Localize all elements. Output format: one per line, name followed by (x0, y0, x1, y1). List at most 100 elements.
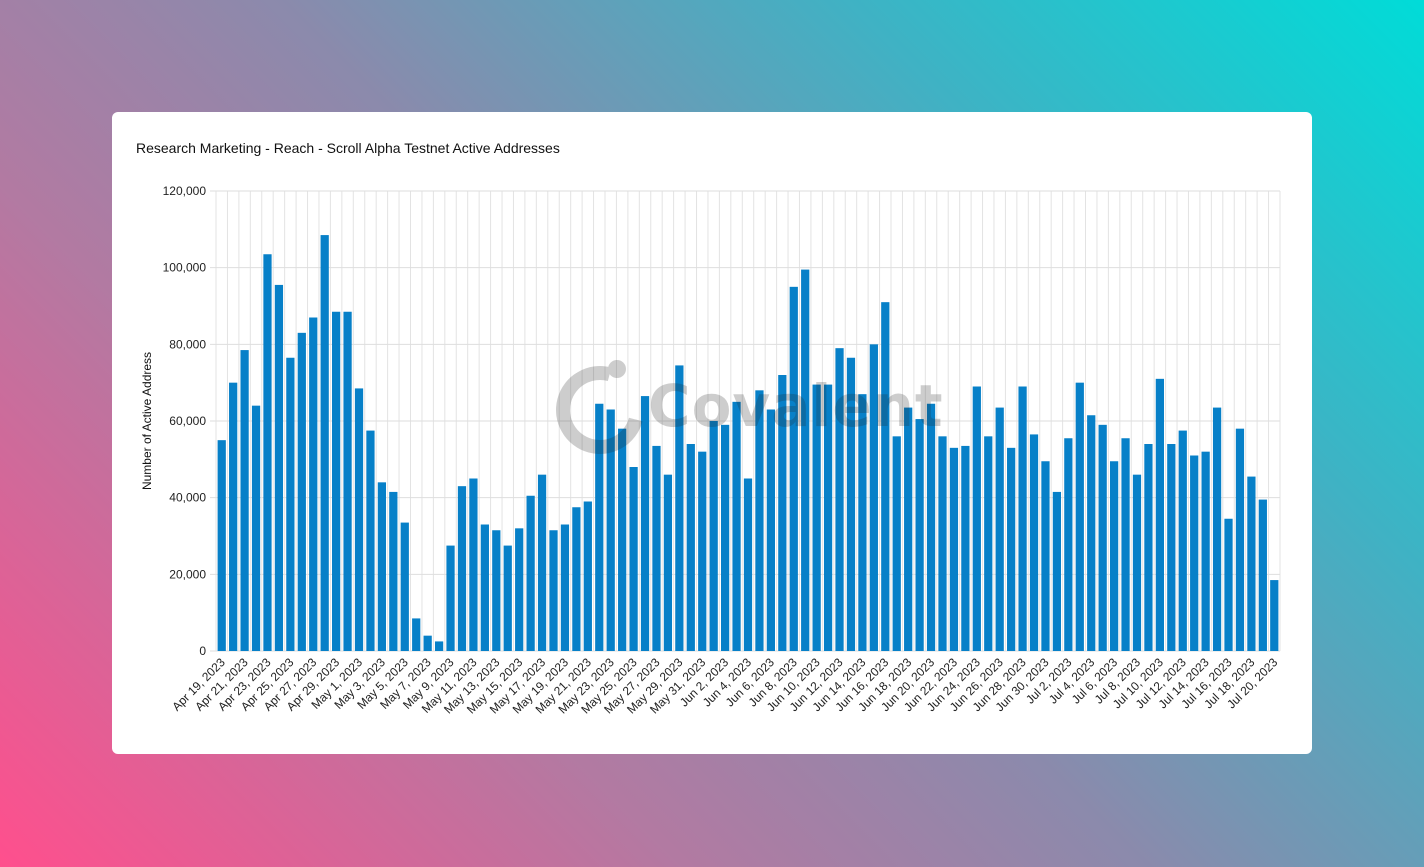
y-tick-label: 80,000 (169, 337, 206, 351)
bar (961, 445, 970, 651)
bar (274, 284, 284, 651)
bar (1007, 447, 1016, 651)
bar (709, 421, 718, 651)
chart-title: Research Marketing - Reach - Scroll Alph… (136, 140, 560, 156)
bar (652, 445, 661, 651)
bar (263, 254, 272, 651)
bar (1018, 386, 1027, 651)
y-tick-label: 40,000 (169, 491, 206, 505)
bar (1121, 438, 1130, 651)
bar (1041, 461, 1050, 651)
bar (1258, 499, 1267, 651)
bar (720, 424, 730, 651)
bar (789, 286, 798, 651)
bar (640, 396, 650, 651)
bar (915, 419, 924, 651)
bar (1144, 444, 1153, 651)
bar (846, 357, 856, 651)
bar (606, 409, 615, 651)
bar (595, 403, 604, 651)
bar (400, 522, 409, 651)
bar (778, 375, 787, 651)
bar (240, 350, 249, 651)
bar (251, 405, 261, 651)
bar (904, 407, 913, 651)
bar (492, 530, 501, 651)
y-tick-label: 100,000 (163, 261, 207, 275)
y-tick-label: 60,000 (169, 414, 206, 428)
bar (1064, 438, 1073, 651)
bar (469, 478, 478, 651)
bar (1190, 455, 1199, 651)
bar (389, 491, 398, 651)
bar (972, 386, 981, 651)
bar (583, 501, 592, 651)
bar (320, 235, 329, 651)
bar (343, 311, 352, 651)
bar (938, 436, 947, 651)
bar (835, 348, 844, 651)
bar (457, 486, 467, 651)
bar (801, 269, 810, 651)
bar (766, 409, 776, 651)
bar (560, 524, 570, 651)
bar (823, 384, 833, 651)
chart-card: Research Marketing - Reach - Scroll Alph… (112, 112, 1312, 754)
bar (1098, 424, 1107, 651)
bar (618, 428, 627, 651)
bar (812, 384, 821, 651)
bar (480, 524, 489, 651)
y-tick-label: 20,000 (169, 567, 206, 581)
bar (1247, 476, 1256, 651)
bar (446, 545, 455, 651)
bar (434, 641, 444, 651)
bar (332, 311, 341, 651)
bar (423, 635, 432, 651)
bar (743, 478, 753, 651)
bar (297, 332, 306, 651)
bar (217, 440, 226, 651)
bar (1029, 434, 1039, 651)
bar (286, 357, 295, 651)
bar (1132, 474, 1142, 651)
bar (755, 390, 764, 651)
bar (549, 530, 558, 651)
bar (503, 545, 512, 651)
bar (1075, 382, 1084, 651)
bar (869, 344, 878, 651)
y-axis-label: Number of Active Address (140, 352, 154, 490)
bar (366, 430, 375, 651)
bar (858, 394, 867, 651)
bar (1224, 518, 1233, 651)
bar (412, 618, 421, 651)
bar (1201, 451, 1210, 651)
bar (995, 407, 1004, 651)
y-tick-label: 120,000 (163, 184, 207, 198)
bar (309, 317, 318, 651)
bar (354, 388, 364, 651)
bar-chart: 020,00040,00060,00080,000100,000120,000A… (140, 184, 1281, 717)
bar (881, 302, 890, 651)
bar (926, 403, 936, 651)
bar (675, 365, 684, 651)
bar (984, 436, 993, 651)
bar (1167, 444, 1176, 651)
bar (892, 436, 901, 651)
bar (629, 467, 638, 651)
bar (1212, 407, 1222, 651)
y-tick-label: 0 (199, 644, 206, 658)
bar (1087, 415, 1096, 651)
bar (1052, 491, 1062, 651)
bar (698, 451, 707, 651)
bar (515, 528, 524, 651)
bar (1270, 580, 1279, 651)
bar (663, 474, 673, 651)
bar (1235, 428, 1245, 651)
bar (1155, 378, 1164, 651)
bar (377, 482, 387, 651)
bar (949, 447, 959, 651)
bar (572, 507, 581, 651)
bar (686, 444, 695, 651)
bar (1178, 430, 1187, 651)
bar (526, 495, 535, 651)
